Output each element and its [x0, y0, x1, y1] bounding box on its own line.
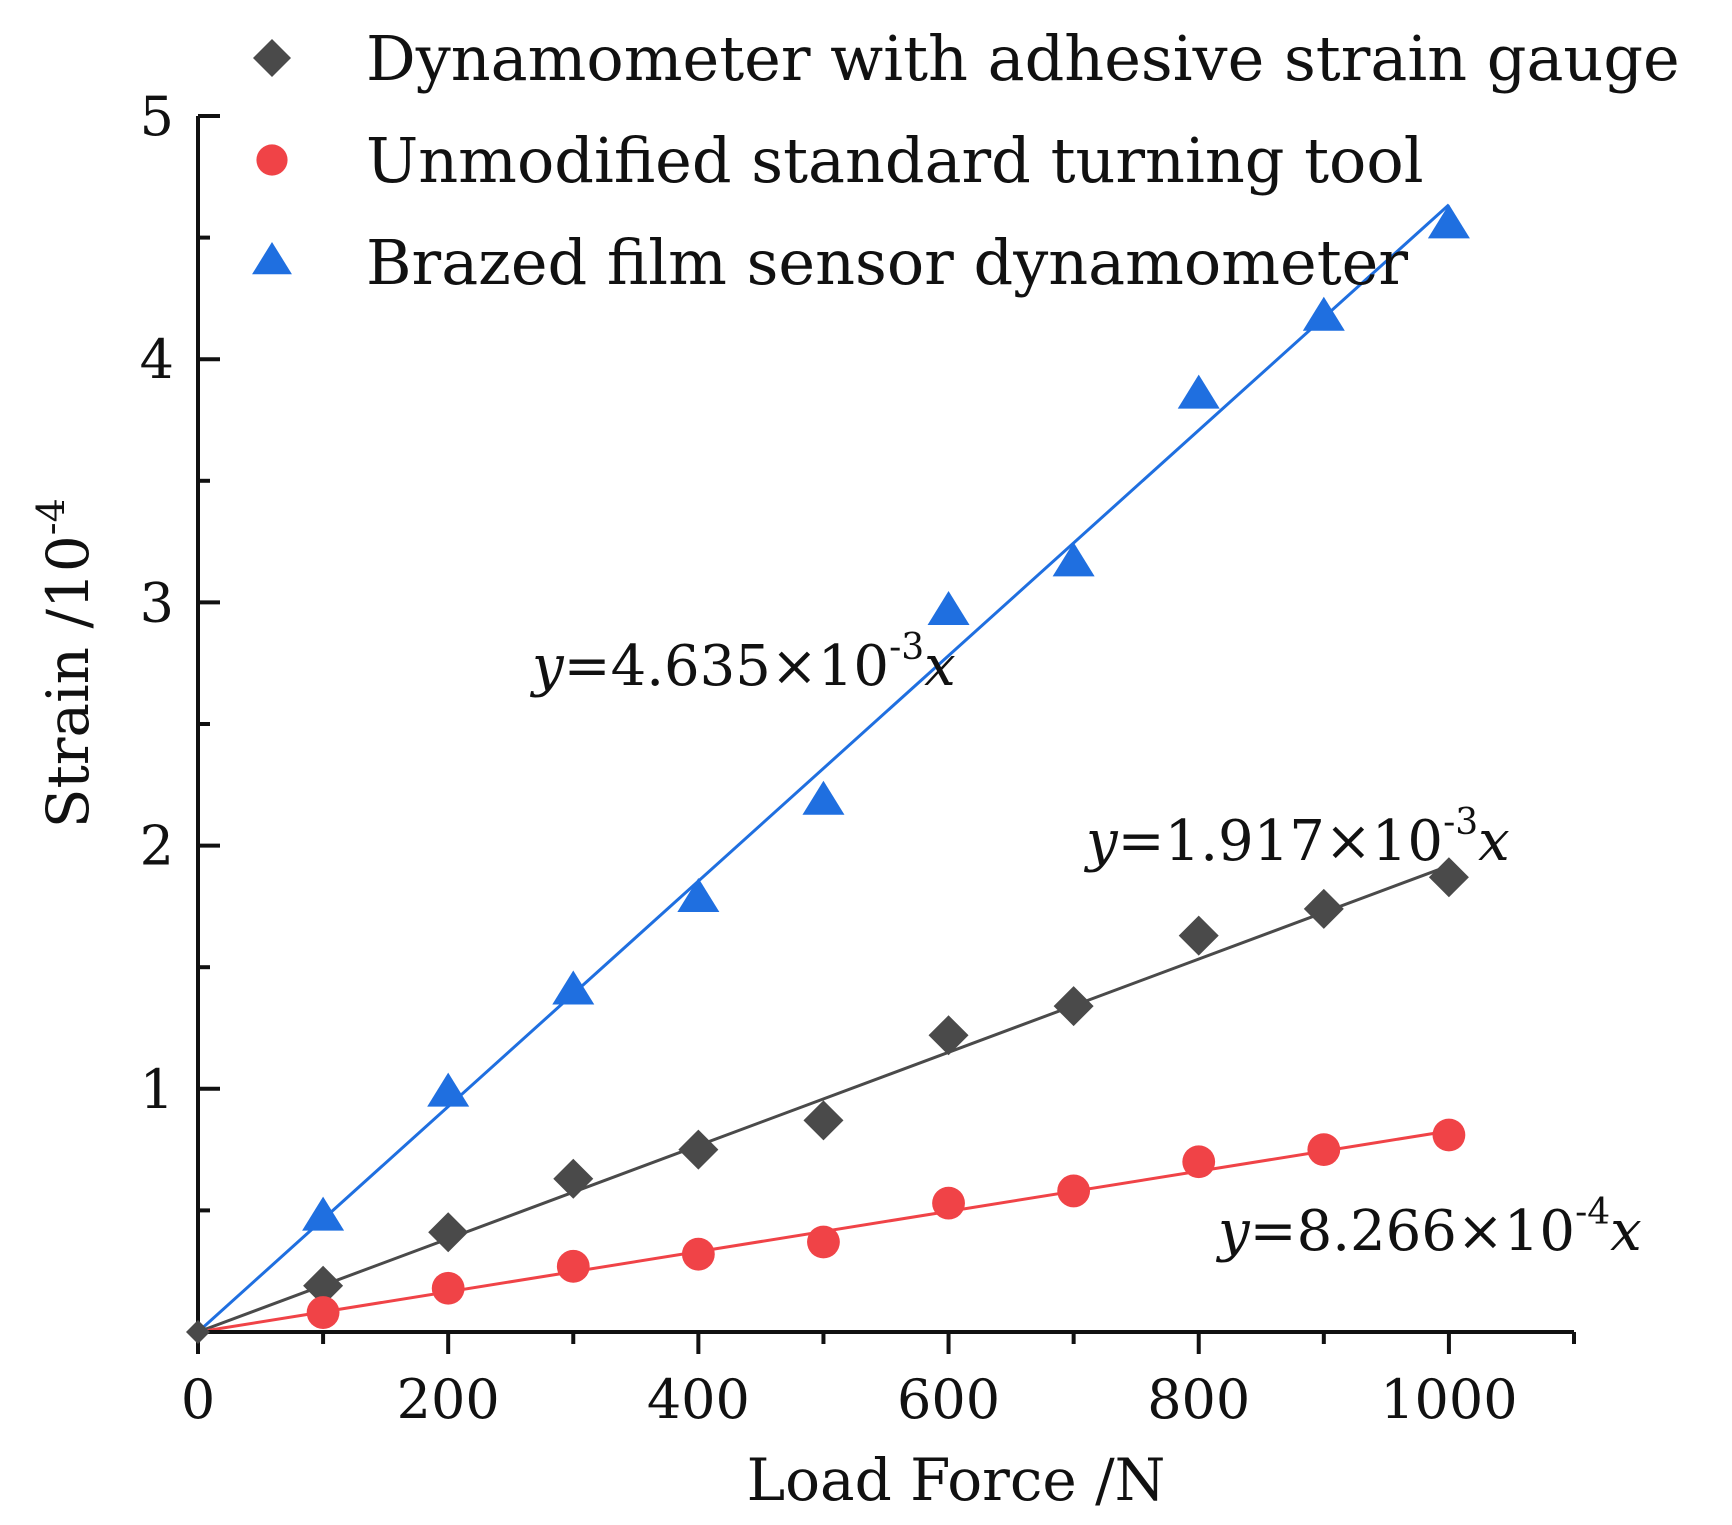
point-diamond — [553, 1158, 594, 1199]
point-triangle — [302, 1196, 345, 1231]
legend-label: Brazed film sensor dynamometer — [366, 226, 1408, 299]
y-tick-label: 5 — [140, 85, 174, 148]
fit-lines — [196, 203, 1450, 1334]
x-tick-label: 200 — [397, 1368, 500, 1431]
point-circle — [431, 1271, 465, 1305]
x-tick-label: 400 — [647, 1368, 750, 1431]
data-markers — [186, 204, 1470, 1344]
point-circle — [1182, 1145, 1216, 1179]
y-tick-label: 3 — [140, 571, 174, 634]
point-diamond — [678, 1129, 719, 1170]
fit-equation-diamond: y=1.917×10-3x — [1083, 802, 1510, 874]
equation-coefficient: =8.266×10 — [1250, 1199, 1575, 1264]
legend-label: Dynamometer with adhesive strain gauge — [366, 22, 1680, 95]
point-triangle — [1427, 204, 1470, 239]
point-diamond — [428, 1212, 469, 1253]
equation-x-symbol: x — [924, 634, 956, 699]
point-diamond — [1053, 986, 1094, 1027]
point-circle — [807, 1225, 840, 1259]
x-tick-label: 1000 — [1380, 1368, 1517, 1431]
point-circle — [1307, 1133, 1341, 1166]
equation-exponent: -3 — [1443, 802, 1478, 843]
point-triangle — [1177, 374, 1220, 409]
legend-label: Unmodified standard turning tool — [366, 124, 1424, 197]
tick-labels: 0 200 400 600 800 1000 1 2 3 4 5 — [140, 85, 1518, 1431]
point-diamond — [303, 1265, 344, 1306]
point-triangle — [552, 970, 595, 1005]
equation-y-symbol: y — [1083, 809, 1119, 874]
y-tick-label: 2 — [140, 815, 174, 878]
legend-marker-diamond — [253, 39, 291, 77]
x-axis-title: Load Force /N — [747, 1446, 1166, 1514]
legend-marker-circle — [256, 144, 288, 176]
equation-coefficient: =1.917×10 — [1118, 809, 1443, 874]
point-triangle — [1052, 542, 1095, 577]
axes — [196, 114, 1576, 1354]
fit-equation-triangle: y=4.635×10-3x — [529, 627, 956, 699]
equation-coefficient: =4.635×10 — [564, 634, 889, 699]
y-axis-title: Strain /10-4 — [29, 498, 102, 828]
fit-equation-circle: y=8.266×10-4x — [1215, 1192, 1642, 1264]
equation-y-symbol: y — [529, 634, 565, 699]
point-diamond — [1178, 915, 1219, 956]
point-circle — [932, 1186, 965, 1220]
point-triangle — [427, 1072, 470, 1107]
point-diamond — [1303, 888, 1344, 929]
point-triangle — [802, 780, 845, 815]
point-triangle — [1302, 296, 1345, 331]
point-diamond — [1428, 857, 1469, 898]
equation-exponent: -3 — [889, 627, 924, 668]
x-tick-label: 0 — [181, 1368, 215, 1431]
point-triangle — [927, 591, 970, 626]
equation-x-symbol: x — [1610, 1199, 1642, 1264]
equation-exponent: -4 — [1575, 1192, 1610, 1233]
x-tick-label: 800 — [1147, 1368, 1250, 1431]
y-axis-title-base: Strain /10 — [34, 535, 102, 828]
point-circle — [681, 1237, 715, 1271]
legend-marker-triangle — [252, 241, 292, 275]
point-diamond — [928, 1015, 969, 1056]
fit-line-triangle — [196, 203, 1450, 1334]
fit-equations: y=1.917×10-3xy=8.266×10-4xy=4.635×10-3x — [529, 627, 1642, 1264]
fit-line-diamond — [197, 864, 1450, 1334]
legend: Dynamometer with adhesive strain gauge Un… — [252, 22, 1680, 299]
point-triangle — [677, 878, 720, 913]
point-circle — [1057, 1174, 1091, 1208]
equation-y-symbol: y — [1215, 1199, 1251, 1264]
y-axis-title-exponent: -4 — [29, 498, 73, 535]
point-diamond — [803, 1100, 844, 1141]
y-tick-label: 1 — [140, 1058, 174, 1121]
point-circle — [556, 1249, 590, 1283]
point-circle — [306, 1296, 340, 1329]
point-circle — [1432, 1118, 1466, 1152]
x-tick-label: 600 — [897, 1368, 1000, 1431]
equation-x-symbol: x — [1478, 809, 1510, 874]
y-tick-label: 4 — [140, 328, 174, 391]
origin-point — [186, 1320, 210, 1344]
